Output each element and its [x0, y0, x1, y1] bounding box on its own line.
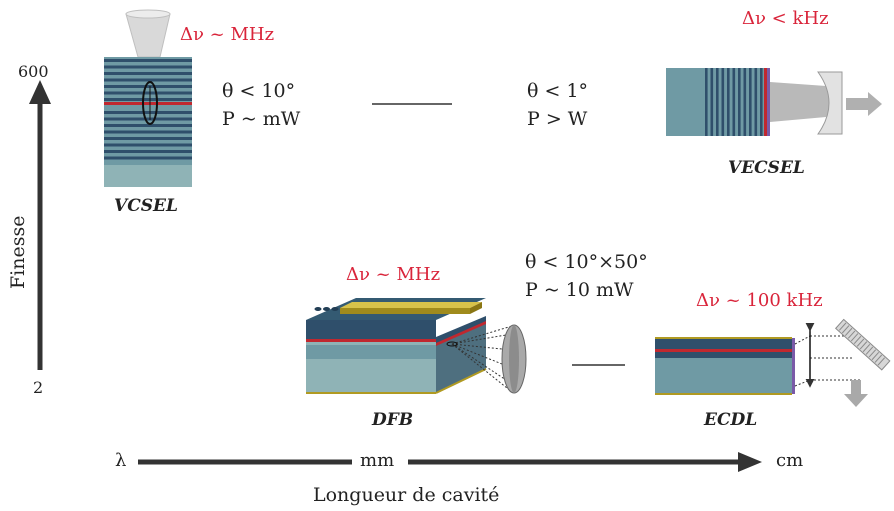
- vcsel-mirror-layer: [104, 150, 192, 153]
- vcsel-mirror-layer: [104, 111, 192, 114]
- ecdl-grating-ruling: [868, 349, 877, 358]
- ecdl-label: ECDL: [704, 410, 758, 430]
- cavity-length-axis: [138, 452, 762, 472]
- vecsel-mirror-layer: [743, 68, 747, 136]
- vcsel-mirror-layer: [104, 91, 192, 95]
- vcsel-mirror-layer: [104, 65, 192, 69]
- ecdl-grating-ruling: [841, 325, 850, 334]
- vecsel-bragg-mirrors: [705, 68, 763, 136]
- dfb-divergence: θ < 10°×50°: [525, 251, 648, 273]
- vcsel-mirror-layer: [104, 78, 192, 82]
- vecsel-mirror-layer: [754, 68, 758, 136]
- ecdl-grating-ruling: [856, 338, 865, 347]
- ecdl-grating-ruling: [877, 357, 886, 366]
- vecsel-beam: [770, 82, 833, 122]
- ecdl-grating-ruling: [865, 346, 874, 355]
- dfb-linewidth: Δν ~ MHz: [346, 264, 441, 285]
- vcsel-mirror-layer: [104, 117, 192, 121]
- ecdl-grating-ruling: [838, 322, 847, 331]
- vecsel-active-region: [764, 68, 767, 136]
- finesse-axis-label: Finesse: [7, 215, 29, 290]
- cavity-axis-mid: mm: [360, 450, 395, 471]
- cavity-axis-start: λ: [115, 450, 127, 471]
- vecsel-power: P > W: [527, 108, 588, 130]
- dfb-grating-tooth: [331, 307, 339, 311]
- dfb-active-region: [306, 339, 436, 342]
- dfb-grating-tooth: [323, 307, 330, 311]
- ecdl-beam: [794, 335, 860, 387]
- vecsel-mirror-layer: [727, 68, 730, 136]
- vecsel-mirror-layer: [738, 68, 741, 136]
- vecsel-external-mirror: [817, 71, 843, 135]
- dfb-power: P ~ 10 mW: [525, 279, 634, 301]
- vcsel-bragg-mirrors: [104, 59, 192, 160]
- vecsel-mirror-layer: [710, 68, 714, 136]
- vecsel-label: VECSEL: [728, 158, 805, 178]
- finesse-axis-min: 2: [33, 378, 44, 397]
- ecdl-grating-ruling: [871, 351, 880, 361]
- ecdl-output-arrow: [844, 380, 868, 407]
- vcsel-pump-cone: [125, 13, 171, 58]
- vcsel-mirror-layer: [104, 124, 192, 127]
- dfb-output-beam: [446, 325, 513, 393]
- finesse-axis-arrowhead: [29, 80, 51, 104]
- vcsel-linewidth: Δν ~ MHz: [180, 24, 275, 45]
- dfb-label: DFB: [372, 410, 414, 430]
- cavity-axis-end: cm: [776, 450, 804, 471]
- vecsel-linewidth: Δν < kHz: [742, 8, 829, 29]
- ecdl-grating-ruling: [847, 330, 856, 339]
- ecdl-grating-ruling: [874, 354, 883, 363]
- ecdl-grating: [834, 318, 891, 371]
- vecsel-mirror-layer: [721, 68, 725, 136]
- ecdl-active-region: [655, 349, 792, 352]
- ecdl-grating-ruling: [850, 333, 859, 342]
- vcsel-mirror-layer: [104, 59, 192, 62]
- vcsel-mirror-layer: [104, 72, 192, 75]
- vecsel-mirror-layer: [732, 68, 736, 136]
- vecsel-mirror-layer: [716, 68, 719, 136]
- vcsel-mirror-layer: [104, 98, 192, 101]
- ecdl-device: [655, 318, 891, 407]
- vcsel-label: VCSEL: [114, 196, 178, 216]
- vcsel-mode-ellipse: [142, 81, 158, 125]
- ecdl-grating-ruling: [844, 327, 853, 337]
- vecsel-mirror-layer: [760, 68, 763, 136]
- ecdl-grating-ruling: [862, 343, 871, 353]
- dfb-grating-tooth: [314, 307, 322, 311]
- ecdl-linewidth: Δν ~ 100 kHz: [696, 290, 823, 311]
- vcsel-power: P ~ mW: [222, 108, 301, 130]
- vecsel-mirror-layer: [749, 68, 752, 136]
- vecsel-output-arrow: [846, 92, 882, 116]
- ecdl-grating-ruling: [859, 341, 868, 350]
- cavity-axis-label: Longueur de cavité: [313, 484, 500, 506]
- vcsel-mirror-layer: [104, 156, 192, 160]
- vecsel-divergence: θ < 1°: [527, 80, 589, 102]
- vcsel-divergence: θ < 10°: [222, 80, 296, 102]
- dfb-device: [306, 298, 527, 394]
- vecsel-device: [666, 68, 882, 136]
- vecsel-mirror-layer: [705, 68, 708, 136]
- finesse-axis: [29, 80, 51, 370]
- vcsel-mirror-layer: [104, 130, 192, 134]
- vcsel-mirror-layer: [104, 85, 192, 88]
- vcsel-active-region: [104, 102, 192, 105]
- vcsel-device: [104, 9, 192, 187]
- cavity-axis-arrowhead: [738, 452, 762, 472]
- dfb-ridge-electrode: [340, 302, 482, 308]
- finesse-axis-max: 600: [18, 62, 49, 81]
- vcsel-mirror-layer: [104, 137, 192, 140]
- vcsel-mirror-layer: [104, 143, 192, 147]
- ecdl-grating-ruling: [853, 335, 862, 345]
